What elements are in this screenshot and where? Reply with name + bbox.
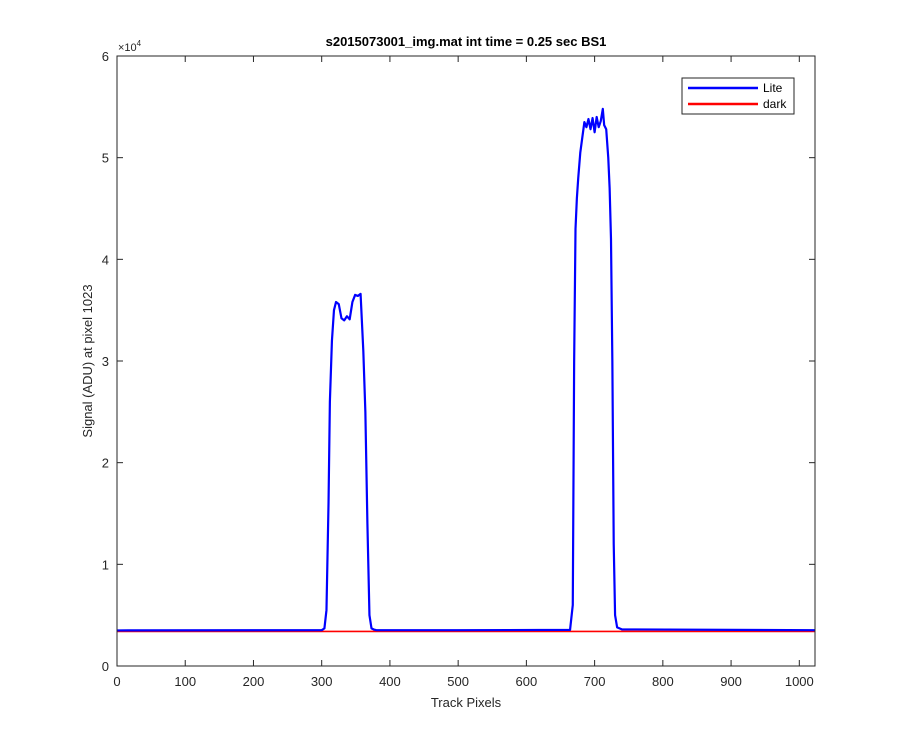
series-layer: [116, 107, 816, 633]
x-tick-label: 700: [584, 674, 606, 689]
y-tick-label: 6: [102, 49, 109, 64]
x-tick-label: 600: [516, 674, 538, 689]
x-tick-label: 100: [174, 674, 196, 689]
y-tick-label: 5: [102, 151, 109, 166]
x-tick-label: 800: [652, 674, 674, 689]
x-tick-label: 500: [447, 674, 469, 689]
y-tick-label: 1: [102, 557, 109, 572]
y-tick-label: 4: [102, 252, 109, 267]
x-tick-label: 900: [720, 674, 742, 689]
x-tick-label: 400: [379, 674, 401, 689]
x-axis-label: Track Pixels: [431, 695, 502, 710]
y-exponent-label: ×104: [118, 39, 142, 54]
y-tick-label: 3: [102, 354, 109, 369]
legend: Lite dark: [681, 77, 795, 115]
x-tick-label: 200: [243, 674, 265, 689]
y-axis-label: Signal (ADU) at pixel 1023: [80, 284, 95, 437]
axes-background: [117, 56, 815, 666]
legend-entry-lite: Lite: [763, 81, 783, 95]
chart-title: s2015073001_img.mat int time = 0.25 sec …: [326, 34, 607, 49]
x-tick-label: 300: [311, 674, 333, 689]
y-tick-label: 0: [102, 659, 109, 674]
plot-area: 0 100 200 300 400 500 600 700 800 900 1000 0 1 2 3 4 5 6: [102, 49, 816, 689]
series-line-lite: [116, 107, 816, 632]
legend-entry-dark: dark: [763, 97, 787, 111]
legend-box: [681, 77, 795, 115]
y-tick-label: 2: [102, 456, 109, 471]
ticks-layer: 0 100 200 300 400 500 600 700 800 900 1000 0 1 2 3 4 5 6: [102, 49, 815, 689]
x-tick-label: 1000: [785, 674, 814, 689]
x-tick-label: 0: [113, 674, 120, 689]
